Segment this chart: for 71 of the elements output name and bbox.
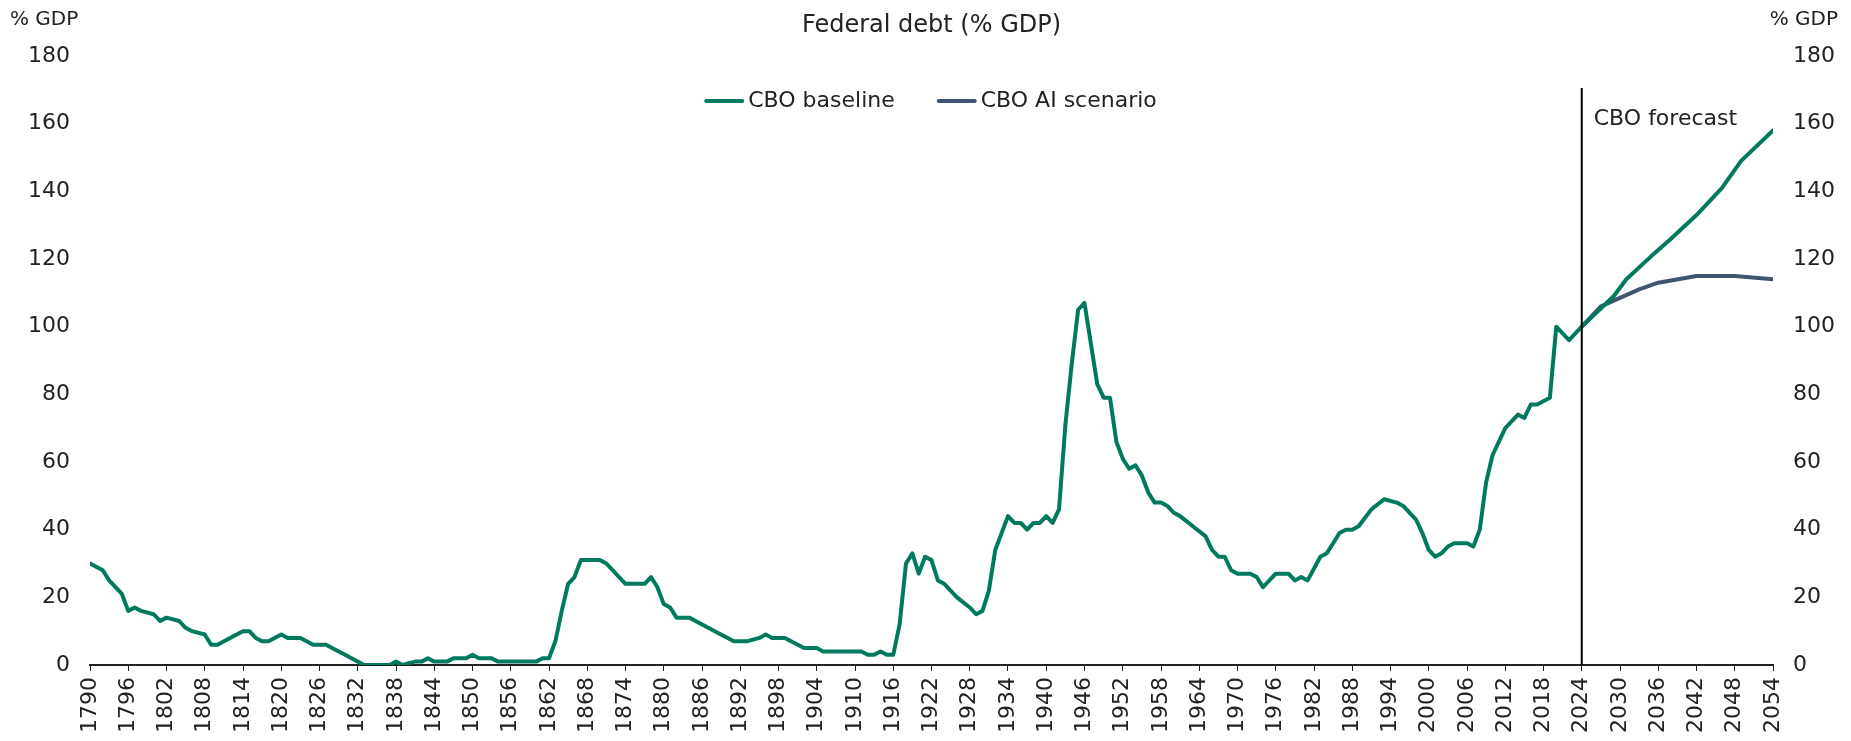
y2-tick-label: 180	[1793, 41, 1835, 67]
x-tick-label: 1934	[993, 677, 1019, 733]
y2-axis-title: % GDP	[1769, 6, 1838, 31]
x-tick-label: 2048	[1720, 677, 1746, 733]
x-tick-label: 1982	[1299, 677, 1325, 733]
y-tick-label: 40	[42, 515, 70, 541]
x-tick-label: 1790	[75, 677, 101, 733]
y2-tick-label: 120	[1793, 244, 1835, 270]
x-tick-label: 1940	[1031, 677, 1057, 733]
y-axis-title: % GDP	[10, 6, 79, 31]
x-tick-label: 1808	[190, 677, 216, 733]
y-tick-label: 160	[28, 109, 70, 135]
y2-tick-label: 140	[1793, 177, 1835, 203]
x-tick-label: 1898	[764, 677, 790, 733]
y-tick-label: 80	[42, 380, 70, 406]
x-tick-label: 1916	[878, 677, 904, 733]
x-tick-label: 2054	[1758, 677, 1784, 733]
x-tick-label: 1880	[649, 677, 675, 733]
x-tick-label: 1820	[266, 677, 292, 733]
legend-label: CBO baseline	[748, 86, 895, 112]
y-tick-label: 60	[42, 447, 70, 473]
y2-tick-label: 160	[1793, 109, 1835, 135]
x-tick-label: 2012	[1490, 677, 1516, 733]
x-tick-label: 1838	[381, 677, 407, 733]
y-tick-label: 0	[56, 650, 70, 676]
x-tick-label: 1976	[1261, 677, 1287, 733]
x-tick-label: 2006	[1452, 677, 1478, 733]
y2-tick-label: 80	[1793, 380, 1821, 406]
x-tick-label: 1994	[1376, 677, 1402, 733]
ref-line-label: CBO forecast	[1593, 104, 1738, 130]
x-tick-label: 1946	[1070, 677, 1096, 733]
x-tick-label: 1928	[955, 677, 981, 733]
x-tick-label: 1964	[1184, 677, 1210, 733]
x-tick-label: 1802	[152, 677, 178, 733]
x-tick-label: 2042	[1682, 677, 1708, 733]
y-tick-label: 140	[28, 177, 70, 203]
x-tick-label: 1886	[687, 677, 713, 733]
y-tick-label: 120	[28, 244, 70, 270]
y2-tick-label: 20	[1793, 583, 1821, 609]
x-tick-label: 1796	[113, 677, 139, 733]
x-tick-label: 1874	[611, 677, 637, 733]
x-tick-label: 2024	[1567, 677, 1593, 733]
x-tick-label: 1904	[802, 677, 828, 733]
x-tick-label: 1892	[725, 677, 751, 733]
y-tick-label: 100	[28, 312, 70, 338]
x-tick-label: 1850	[458, 677, 484, 733]
y2-tick-label: 60	[1793, 447, 1821, 473]
x-tick-label: 1814	[228, 677, 254, 733]
x-tick-label: 2036	[1643, 677, 1669, 733]
x-tick-label: 1952	[1108, 677, 1134, 733]
y2-tick-label: 40	[1793, 515, 1821, 541]
y-tick-label: 180	[28, 41, 70, 67]
x-tick-label: 2000	[1414, 677, 1440, 733]
x-tick-label: 1970	[1223, 677, 1249, 733]
x-tick-label: 2030	[1605, 677, 1631, 733]
x-tick-label: 2018	[1529, 677, 1555, 733]
x-tick-label: 1922	[917, 677, 943, 733]
x-tick-label: 1844	[419, 677, 445, 733]
x-tick-label: 1856	[496, 677, 522, 733]
x-tick-label: 1988	[1337, 677, 1363, 733]
x-tick-label: 1862	[534, 677, 560, 733]
y2-tick-label: 0	[1793, 650, 1807, 676]
legend-label: CBO AI scenario	[980, 86, 1157, 112]
y2-tick-label: 100	[1793, 312, 1835, 338]
x-tick-label: 1868	[572, 677, 598, 733]
y-tick-label: 20	[42, 583, 70, 609]
x-tick-label: 1958	[1146, 677, 1172, 733]
x-tick-label: 1826	[305, 677, 331, 733]
x-tick-label: 1832	[343, 677, 369, 733]
chart-title: Federal debt (% GDP)	[801, 10, 1062, 39]
x-tick-label: 1910	[840, 677, 866, 733]
